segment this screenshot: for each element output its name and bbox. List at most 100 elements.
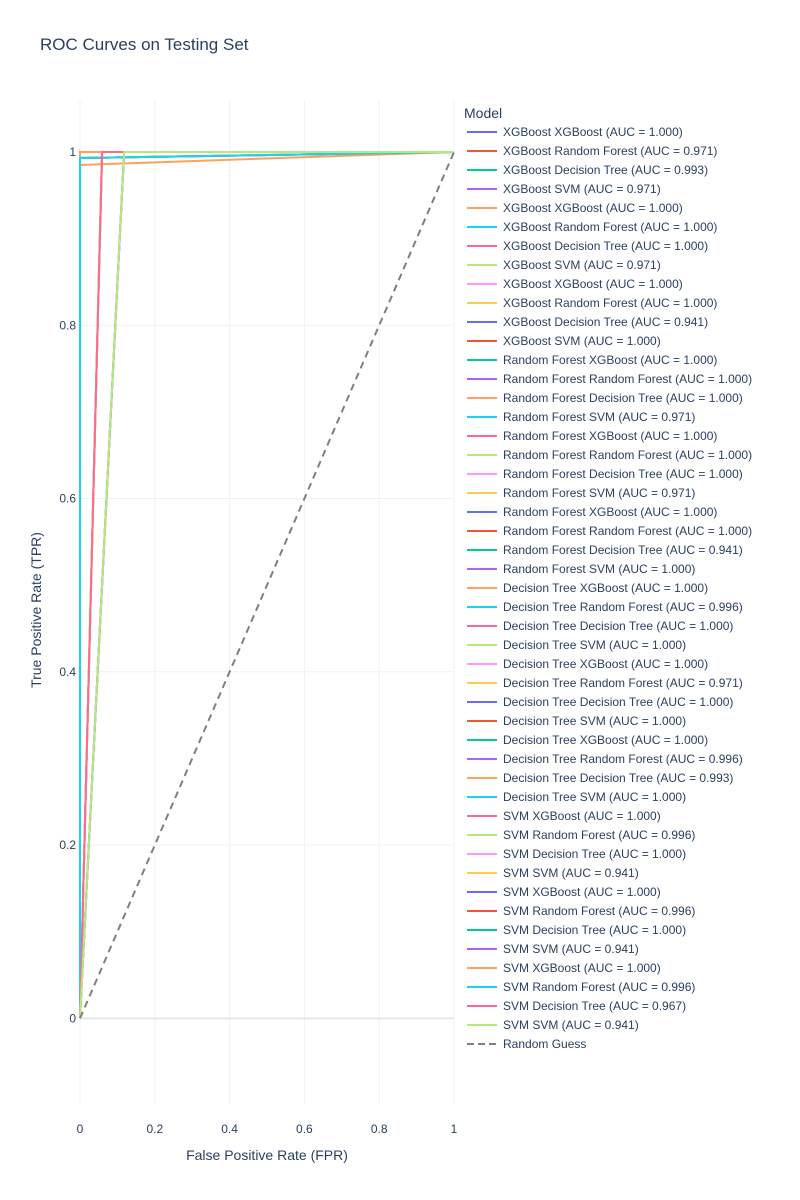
legend-item[interactable]: XGBoost XGBoost (AUC = 1.000): [467, 125, 683, 139]
legend-item[interactable]: Random Forest XGBoost (AUC = 1.000): [467, 505, 717, 519]
legend-label: Decision Tree SVM (AUC = 1.000): [503, 714, 686, 728]
x-tick-label: 0: [77, 1122, 84, 1136]
legend-label: Decision Tree Decision Tree (AUC = 1.000…: [503, 695, 733, 709]
y-tick-label: 0.2: [59, 838, 76, 852]
x-tick-label: 0.2: [146, 1122, 163, 1136]
legend-item[interactable]: Random Forest Random Forest (AUC = 1.000…: [467, 372, 752, 386]
legend-item[interactable]: Decision Tree Decision Tree (AUC = 0.993…: [467, 771, 733, 785]
legend-item[interactable]: SVM SVM (AUC = 0.941): [467, 1018, 639, 1032]
legend-label: Random Forest Decision Tree (AUC = 0.941…: [503, 543, 743, 557]
legend-label: Random Forest XGBoost (AUC = 1.000): [503, 505, 717, 519]
y-tick-label: 0.6: [59, 492, 76, 506]
y-tick-label: 1: [69, 145, 76, 159]
legend-item[interactable]: XGBoost SVM (AUC = 0.971): [467, 182, 661, 196]
legend-item[interactable]: Random Forest Random Forest (AUC = 1.000…: [467, 448, 752, 462]
legend-label: Random Forest SVM (AUC = 0.971): [503, 410, 695, 424]
legend-item[interactable]: SVM Decision Tree (AUC = 1.000): [467, 847, 686, 861]
legend-item[interactable]: Random Forest SVM (AUC = 0.971): [467, 486, 695, 500]
legend-item[interactable]: Decision Tree Random Forest (AUC = 0.971…: [467, 676, 743, 690]
legend-label: Random Forest Random Forest (AUC = 1.000…: [503, 372, 752, 386]
legend-label: XGBoost Random Forest (AUC = 1.000): [503, 296, 717, 310]
legend-item[interactable]: SVM Random Forest (AUC = 0.996): [467, 904, 695, 918]
legend-item[interactable]: Decision Tree SVM (AUC = 1.000): [467, 638, 686, 652]
legend-label: SVM Random Forest (AUC = 0.996): [503, 828, 695, 842]
legend-items[interactable]: XGBoost XGBoost (AUC = 1.000) XGBoost Ran…: [467, 125, 752, 1051]
legend-item[interactable]: XGBoost Decision Tree (AUC = 0.941): [467, 315, 708, 329]
legend-item[interactable]: Decision Tree Random Forest (AUC = 0.996…: [467, 752, 743, 766]
legend-item[interactable]: Decision Tree Decision Tree (AUC = 1.000…: [467, 619, 733, 633]
legend-item[interactable]: SVM XGBoost (AUC = 1.000): [467, 809, 661, 823]
legend-item[interactable]: SVM Decision Tree (AUC = 1.000): [467, 923, 686, 937]
legend-label: Random Forest SVM (AUC = 1.000): [503, 562, 695, 576]
legend-item[interactable]: Random Guess: [467, 1037, 586, 1051]
legend-item[interactable]: SVM Random Forest (AUC = 0.996): [467, 980, 695, 994]
legend[interactable]: Model XGBoost XGBoost (AUC = 1.000)XGBoo…: [464, 105, 752, 1051]
legend-item[interactable]: Decision Tree Decision Tree (AUC = 1.000…: [467, 695, 733, 709]
legend-label: SVM Decision Tree (AUC = 1.000): [503, 847, 686, 861]
legend-item[interactable]: Random Forest Decision Tree (AUC = 1.000…: [467, 391, 743, 405]
legend-item[interactable]: Random Forest SVM (AUC = 1.000): [467, 562, 695, 576]
legend-item[interactable]: XGBoost SVM (AUC = 0.971): [467, 258, 661, 272]
tick-labels: 0 0.2 0.4 0.6 0.8 1 0 0.2 0.4 0.6 0.8 1: [59, 145, 457, 1136]
legend-label: Decision Tree XGBoost (AUC = 1.000): [503, 657, 708, 671]
legend-label: Decision Tree SVM (AUC = 1.000): [503, 638, 686, 652]
legend-item[interactable]: Random Forest SVM (AUC = 0.971): [467, 410, 695, 424]
legend-item[interactable]: XGBoost XGBoost (AUC = 1.000): [467, 277, 683, 291]
legend-label: SVM XGBoost (AUC = 1.000): [503, 961, 661, 975]
legend-item[interactable]: Random Forest Decision Tree (AUC = 1.000…: [467, 467, 743, 481]
legend-item[interactable]: SVM SVM (AUC = 0.941): [467, 866, 639, 880]
roc-line-48: [79, 150, 454, 1019]
legend-label: SVM Random Forest (AUC = 0.996): [503, 980, 695, 994]
legend-item[interactable]: SVM XGBoost (AUC = 1.000): [467, 961, 661, 975]
legend-item[interactable]: Decision Tree SVM (AUC = 1.000): [467, 714, 686, 728]
legend-label: Decision Tree Random Forest (AUC = 0.996…: [503, 752, 743, 766]
legend-label: Decision Tree Decision Tree (AUC = 0.993…: [503, 771, 733, 785]
legend-label: Random Forest XGBoost (AUC = 1.000): [503, 353, 717, 367]
series-lines: [79, 150, 455, 1019]
random-guess-line: [79, 151, 455, 1019]
legend-item[interactable]: SVM Decision Tree (AUC = 0.967): [467, 999, 686, 1013]
legend-item[interactable]: XGBoost Random Forest (AUC = 0.971): [467, 144, 717, 158]
legend-label: XGBoost XGBoost (AUC = 1.000): [503, 125, 683, 139]
legend-item[interactable]: XGBoost Random Forest (AUC = 1.000): [467, 296, 717, 310]
legend-item[interactable]: SVM XGBoost (AUC = 1.000): [467, 885, 661, 899]
legend-label: SVM Random Forest (AUC = 0.996): [503, 904, 695, 918]
legend-item[interactable]: Decision Tree XGBoost (AUC = 1.000): [467, 657, 708, 671]
legend-item[interactable]: SVM Random Forest (AUC = 0.996): [467, 828, 695, 842]
legend-item[interactable]: Random Forest XGBoost (AUC = 1.000): [467, 429, 717, 443]
x-axis-title: False Positive Rate (FPR): [186, 1147, 348, 1163]
legend-item[interactable]: Decision Tree Random Forest (AUC = 0.996…: [467, 600, 743, 614]
legend-title: Model: [464, 105, 502, 121]
legend-item[interactable]: XGBoost SVM (AUC = 1.000): [467, 334, 661, 348]
legend-item[interactable]: Decision Tree SVM (AUC = 1.000): [467, 790, 686, 804]
legend-label: SVM Decision Tree (AUC = 0.967): [503, 999, 686, 1013]
legend-label: Random Forest Random Forest (AUC = 1.000…: [503, 448, 752, 462]
legend-item[interactable]: Decision Tree XGBoost (AUC = 1.000): [467, 733, 708, 747]
legend-item[interactable]: Random Forest Decision Tree (AUC = 0.941…: [467, 543, 743, 557]
roc-line-46: [79, 150, 455, 1019]
y-tick-label: 0: [69, 1011, 76, 1025]
x-tick-label: 0.6: [296, 1122, 313, 1136]
legend-label: Decision Tree XGBoost (AUC = 1.000): [503, 581, 708, 595]
legend-label: Random Forest Decision Tree (AUC = 1.000…: [503, 391, 743, 405]
legend-label: XGBoost Random Forest (AUC = 1.000): [503, 220, 717, 234]
legend-item[interactable]: Decision Tree XGBoost (AUC = 1.000): [467, 581, 708, 595]
legend-label: SVM SVM (AUC = 0.941): [503, 942, 639, 956]
legend-item[interactable]: Random Forest XGBoost (AUC = 1.000): [467, 353, 717, 367]
x-tick-label: 1: [451, 1122, 458, 1136]
legend-item[interactable]: XGBoost Decision Tree (AUC = 0.993): [467, 163, 708, 177]
legend-label: Random Guess: [503, 1037, 586, 1051]
legend-label: XGBoost Decision Tree (AUC = 0.993): [503, 163, 708, 177]
legend-label: Decision Tree Random Forest (AUC = 0.971…: [503, 676, 743, 690]
legend-item[interactable]: XGBoost Decision Tree (AUC = 1.000): [467, 239, 708, 253]
legend-label: Decision Tree XGBoost (AUC = 1.000): [503, 733, 708, 747]
legend-item[interactable]: SVM SVM (AUC = 0.941): [467, 942, 639, 956]
legend-label: Random Forest XGBoost (AUC = 1.000): [503, 429, 717, 443]
legend-item[interactable]: XGBoost XGBoost (AUC = 1.000): [467, 201, 683, 215]
legend-label: Decision Tree Random Forest (AUC = 0.996…: [503, 600, 743, 614]
legend-label: SVM Decision Tree (AUC = 1.000): [503, 923, 686, 937]
legend-label: Random Forest SVM (AUC = 0.971): [503, 486, 695, 500]
legend-item[interactable]: Random Forest Random Forest (AUC = 1.000…: [467, 524, 752, 538]
legend-item[interactable]: XGBoost Random Forest (AUC = 1.000): [467, 220, 717, 234]
